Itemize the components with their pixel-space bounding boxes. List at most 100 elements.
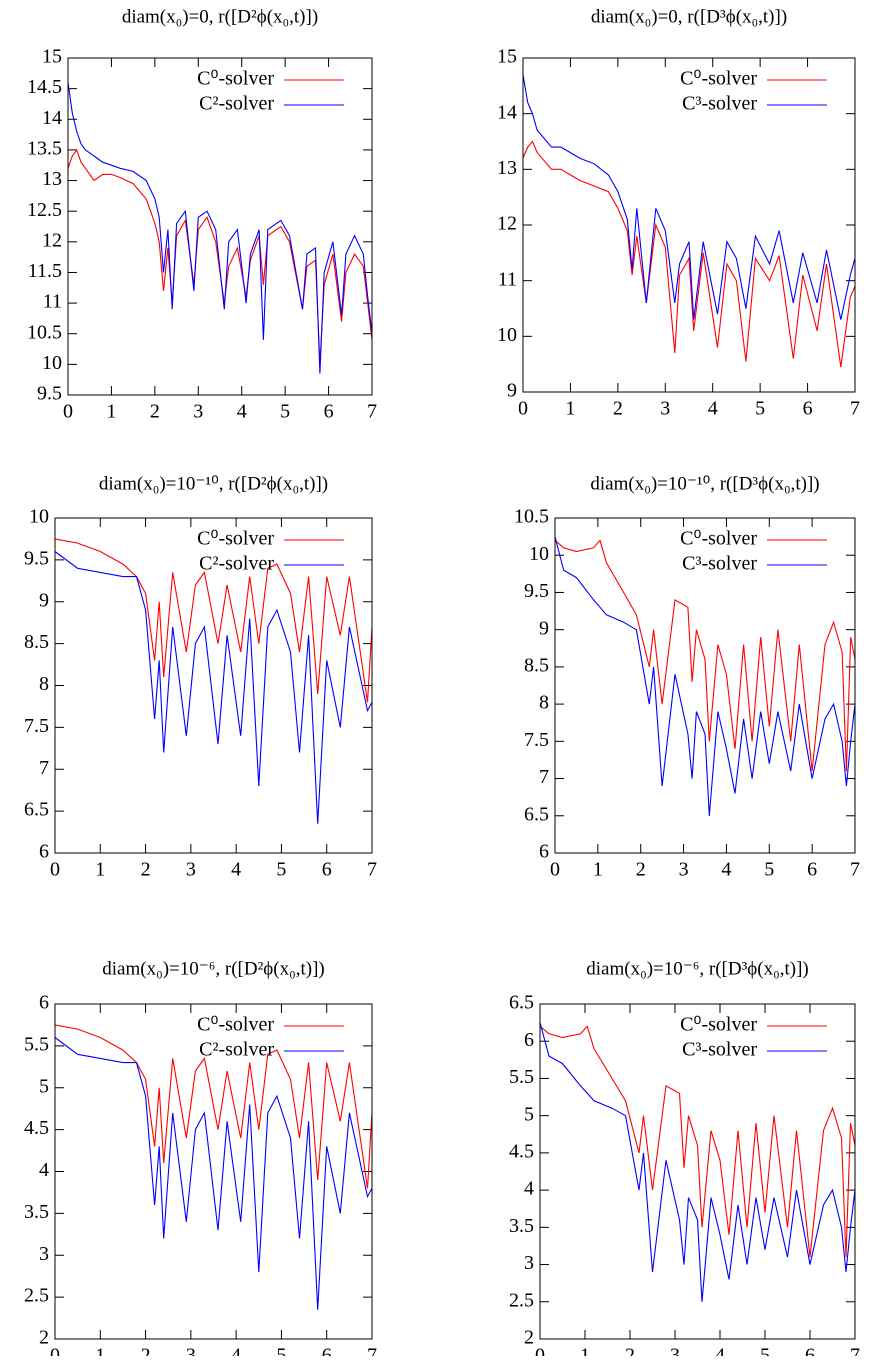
series-line bbox=[554, 536, 856, 816]
y-tick-label: 3 bbox=[39, 1243, 49, 1265]
chart-title: diam(x₀)=0, r([D³ϕ(x₀,t)]) bbox=[591, 6, 787, 27]
legend-label: C²-solver bbox=[199, 553, 274, 575]
y-tick-label: 6 bbox=[39, 992, 49, 1014]
y-tick-label: 10 bbox=[29, 506, 49, 528]
y-tick-label: 2 bbox=[39, 1327, 49, 1349]
x-tick-label: 3 bbox=[679, 859, 689, 881]
x-tick-label: 5 bbox=[276, 859, 286, 881]
y-tick-label: 6 bbox=[539, 841, 549, 863]
legend-label: C²-solver bbox=[199, 1039, 274, 1061]
series-line bbox=[54, 538, 373, 703]
y-tick-label: 10.5 bbox=[27, 321, 62, 343]
y-tick-label: 9.5 bbox=[524, 580, 549, 602]
x-tick-label: 0 bbox=[550, 859, 560, 881]
x-tick-label: 6 bbox=[807, 859, 817, 881]
y-tick-label: 3.5 bbox=[24, 1201, 49, 1223]
y-tick-label: 4.5 bbox=[24, 1117, 49, 1139]
x-tick-label: 1 bbox=[95, 1345, 105, 1356]
legend-label: C⁰-solver bbox=[680, 1014, 757, 1036]
y-tick-label: 11 bbox=[43, 291, 62, 313]
legend-label: C⁰-solver bbox=[680, 68, 757, 90]
chart-title: diam(x₀)=10⁻¹⁰, r([D²ϕ(x₀,t)]) bbox=[99, 473, 328, 494]
plot-frame bbox=[54, 1003, 373, 1340]
legend-label: C²-solver bbox=[199, 93, 274, 115]
x-tick-label: 0 bbox=[535, 1345, 545, 1356]
plot-frame bbox=[522, 57, 856, 393]
x-tick-label: 4 bbox=[231, 1345, 241, 1356]
plot-frame bbox=[67, 57, 373, 396]
y-tick-label: 11 bbox=[498, 268, 517, 290]
series-line bbox=[54, 1037, 373, 1310]
x-tick-label: 1 bbox=[95, 859, 105, 881]
y-tick-label: 10.5 bbox=[514, 506, 549, 528]
x-tick-label: 4 bbox=[708, 398, 718, 420]
series-line bbox=[539, 1025, 856, 1258]
y-tick-label: 5.5 bbox=[509, 1066, 534, 1088]
plot-frame bbox=[54, 517, 373, 854]
x-tick-label: 3 bbox=[186, 1345, 196, 1356]
x-tick-label: 5 bbox=[755, 398, 765, 420]
y-tick-label: 12 bbox=[42, 229, 62, 251]
y-tick-label: 9 bbox=[507, 380, 517, 402]
x-tick-label: 1 bbox=[593, 859, 603, 881]
plot-frame bbox=[554, 517, 856, 854]
x-tick-label: 5 bbox=[760, 1345, 770, 1356]
y-tick-label: 7 bbox=[39, 757, 49, 779]
x-tick-label: 5 bbox=[280, 401, 290, 423]
y-tick-label: 7.5 bbox=[524, 729, 549, 751]
x-tick-label: 1 bbox=[565, 398, 575, 420]
chart-title: diam(x₀)=10⁻⁶, r([D³ϕ(x₀,t)]) bbox=[586, 958, 809, 979]
y-tick-label: 9 bbox=[39, 589, 49, 611]
y-tick-label: 2 bbox=[524, 1327, 534, 1349]
y-tick-label: 11.5 bbox=[28, 260, 62, 282]
chart-title: diam(x₀)=10⁻⁶, r([D²ϕ(x₀,t)]) bbox=[102, 958, 325, 979]
x-tick-label: 4 bbox=[715, 1345, 725, 1356]
series-line bbox=[67, 148, 373, 365]
y-tick-label: 10 bbox=[497, 324, 517, 346]
x-tick-label: 7 bbox=[367, 1345, 377, 1356]
y-tick-label: 12.5 bbox=[27, 199, 62, 221]
legend-label: C⁰-solver bbox=[197, 1014, 274, 1036]
chart-title: diam(x₀)=0, r([D²ϕ(x₀,t)]) bbox=[122, 6, 318, 27]
y-tick-label: 8.5 bbox=[524, 654, 549, 676]
x-tick-label: 3 bbox=[670, 1345, 680, 1356]
y-tick-label: 13 bbox=[497, 157, 517, 179]
x-tick-label: 2 bbox=[141, 1345, 151, 1356]
legend-label: C⁰-solver bbox=[680, 528, 757, 550]
x-tick-label: 5 bbox=[764, 859, 774, 881]
y-tick-label: 9.5 bbox=[37, 383, 62, 405]
x-tick-label: 7 bbox=[367, 401, 377, 423]
y-tick-label: 15 bbox=[42, 46, 62, 68]
x-tick-label: 4 bbox=[721, 859, 731, 881]
x-tick-label: 7 bbox=[367, 859, 377, 881]
series-line bbox=[522, 74, 856, 320]
y-tick-label: 3.5 bbox=[509, 1215, 534, 1237]
y-tick-label: 7.5 bbox=[24, 715, 49, 737]
legend-label: C³-solver bbox=[682, 553, 757, 575]
x-tick-label: 1 bbox=[580, 1345, 590, 1356]
x-tick-label: 7 bbox=[850, 398, 860, 420]
x-tick-label: 7 bbox=[850, 1345, 860, 1356]
y-tick-label: 7 bbox=[539, 766, 549, 788]
y-tick-label: 5 bbox=[524, 1103, 534, 1125]
series-line bbox=[54, 1024, 373, 1189]
series-line bbox=[54, 551, 373, 824]
x-tick-label: 6 bbox=[322, 859, 332, 881]
x-tick-label: 5 bbox=[276, 1345, 286, 1356]
y-tick-label: 3 bbox=[524, 1252, 534, 1274]
y-tick-label: 4 bbox=[524, 1178, 534, 1200]
y-tick-label: 14 bbox=[42, 107, 62, 129]
y-tick-label: 8 bbox=[39, 673, 49, 695]
x-tick-label: 0 bbox=[518, 398, 528, 420]
series-line bbox=[522, 140, 856, 368]
y-tick-label: 4.5 bbox=[509, 1140, 534, 1162]
x-tick-label: 4 bbox=[231, 859, 241, 881]
y-tick-label: 6 bbox=[39, 841, 49, 863]
x-tick-label: 6 bbox=[805, 1345, 815, 1356]
x-tick-label: 3 bbox=[186, 859, 196, 881]
x-tick-label: 7 bbox=[850, 859, 860, 881]
legend-label: C³-solver bbox=[682, 93, 757, 115]
plot-frame bbox=[539, 1003, 856, 1340]
x-tick-label: 0 bbox=[63, 401, 73, 423]
